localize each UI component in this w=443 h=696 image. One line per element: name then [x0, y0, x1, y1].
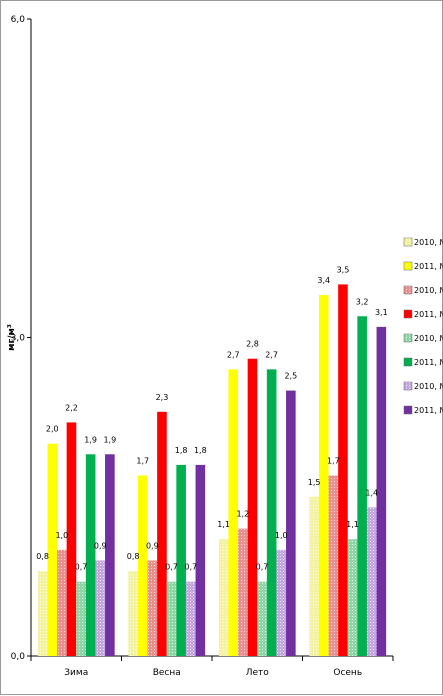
data-label: 1,5: [308, 478, 321, 487]
data-label: 0,8: [127, 552, 140, 561]
legend-label: 2011, №2: [414, 262, 443, 271]
data-label: 0,9: [146, 541, 159, 550]
bar-pattern-overlay: [366, 507, 377, 656]
bar: [137, 475, 148, 656]
bar: [157, 411, 167, 656]
legend-label: 2011, №13: [414, 310, 443, 319]
data-label: 0,9: [94, 541, 107, 550]
data-label: 0,7: [184, 563, 197, 572]
data-label: 2,5: [284, 372, 297, 381]
data-label: 3,4: [317, 276, 330, 285]
data-label: 2,7: [265, 350, 278, 359]
legend-swatch: [403, 261, 413, 271]
bar-pattern-overlay: [238, 528, 248, 656]
legend-swatch: [403, 405, 413, 415]
data-label: 1,2: [236, 510, 249, 519]
data-label: 0,7: [165, 563, 178, 572]
bars-group: [37, 284, 387, 656]
y-axis-title: мг/м³: [7, 324, 17, 351]
bar: [247, 358, 258, 656]
legend-label: 2011, №16: [414, 358, 443, 367]
data-label: 1,9: [84, 435, 97, 444]
data-label: 2,8: [246, 340, 259, 349]
bar-pattern-overlay: [57, 549, 67, 656]
bar: [338, 284, 348, 656]
data-label: 0,8: [36, 552, 49, 561]
bar-pattern-overlay: [276, 549, 287, 656]
legend: 2010, №2 2011, №2 2010, №13 2011, №13 2010, …: [403, 237, 443, 415]
bar-pattern-overlay: [185, 581, 196, 656]
bar: [47, 443, 58, 656]
bar: [357, 316, 367, 656]
data-label: 1,8: [194, 446, 207, 455]
data-label: 0,7: [256, 563, 269, 572]
data-label: 2,7: [227, 350, 240, 359]
data-label: 2,0: [46, 425, 59, 434]
data-label: 0,7: [75, 563, 88, 572]
data-label: 1,7: [136, 457, 149, 466]
legend-label: 2010, №16: [414, 334, 443, 343]
data-label: 1,1: [346, 520, 359, 529]
bar-pattern-overlay: [328, 475, 339, 656]
y-tick-label: 6,0: [11, 15, 26, 25]
bar: [176, 464, 186, 656]
data-label: 1,1: [217, 520, 230, 529]
legend-label: 2010, №17: [414, 382, 443, 391]
data-label: 1,9: [103, 435, 116, 444]
x-category-label: Осень: [333, 668, 362, 678]
bar: [318, 295, 329, 656]
bar: [105, 454, 115, 656]
legend-swatch-pattern: [404, 334, 412, 342]
bar-pattern-overlay: [166, 581, 177, 656]
bar-pattern-overlay: [309, 496, 319, 656]
x-category-label: Зима: [64, 668, 88, 678]
bar: [195, 464, 206, 656]
data-label: 1,8: [175, 446, 188, 455]
y-tick-label: 3,0: [11, 334, 26, 344]
bar: [228, 369, 239, 656]
bar-pattern-overlay: [95, 560, 106, 656]
x-category-label: Лето: [246, 668, 270, 678]
legend-label: 2010, №13: [414, 286, 443, 295]
x-category-label: Весна: [153, 668, 181, 678]
bar-pattern-overlay: [347, 539, 358, 656]
legend-swatch-pattern: [404, 382, 412, 390]
bar-pattern-overlay: [37, 571, 48, 656]
data-label: 2,2: [65, 403, 78, 412]
legend-label: 2011, №17: [414, 406, 443, 415]
data-label: 3,1: [375, 308, 388, 317]
data-label: 1,4: [365, 488, 378, 497]
bar-pattern-overlay: [257, 581, 267, 656]
bar: [286, 390, 296, 656]
data-label: 1,0: [275, 531, 288, 540]
bar: [66, 422, 77, 656]
data-label: 1,0: [55, 531, 68, 540]
bar: [85, 454, 96, 656]
bar: [266, 369, 277, 656]
legend-swatch: [403, 357, 413, 367]
legend-swatch: [403, 309, 413, 319]
data-label: 2,3: [156, 393, 169, 402]
legend-swatch-pattern: [404, 286, 412, 294]
bar-pattern-overlay: [76, 581, 86, 656]
bar: [376, 326, 387, 656]
data-label: 3,2: [356, 297, 369, 306]
data-labels-group: 0,8 0,8 1,1 1,5 2,0 1,7 2,7 3,4 1,0 0,9 1,2 1,7 2,2 2…: [36, 265, 387, 571]
legend-label: 2010, №2: [414, 238, 443, 247]
data-label: 3,5: [337, 265, 350, 274]
bar-pattern-overlay: [128, 571, 138, 656]
legend-swatch-pattern: [404, 238, 412, 246]
bar-pattern-overlay: [147, 560, 158, 656]
y-tick-label: 0,0: [11, 652, 26, 662]
bar-pattern-overlay: [218, 539, 229, 656]
data-label: 1,7: [327, 457, 340, 466]
